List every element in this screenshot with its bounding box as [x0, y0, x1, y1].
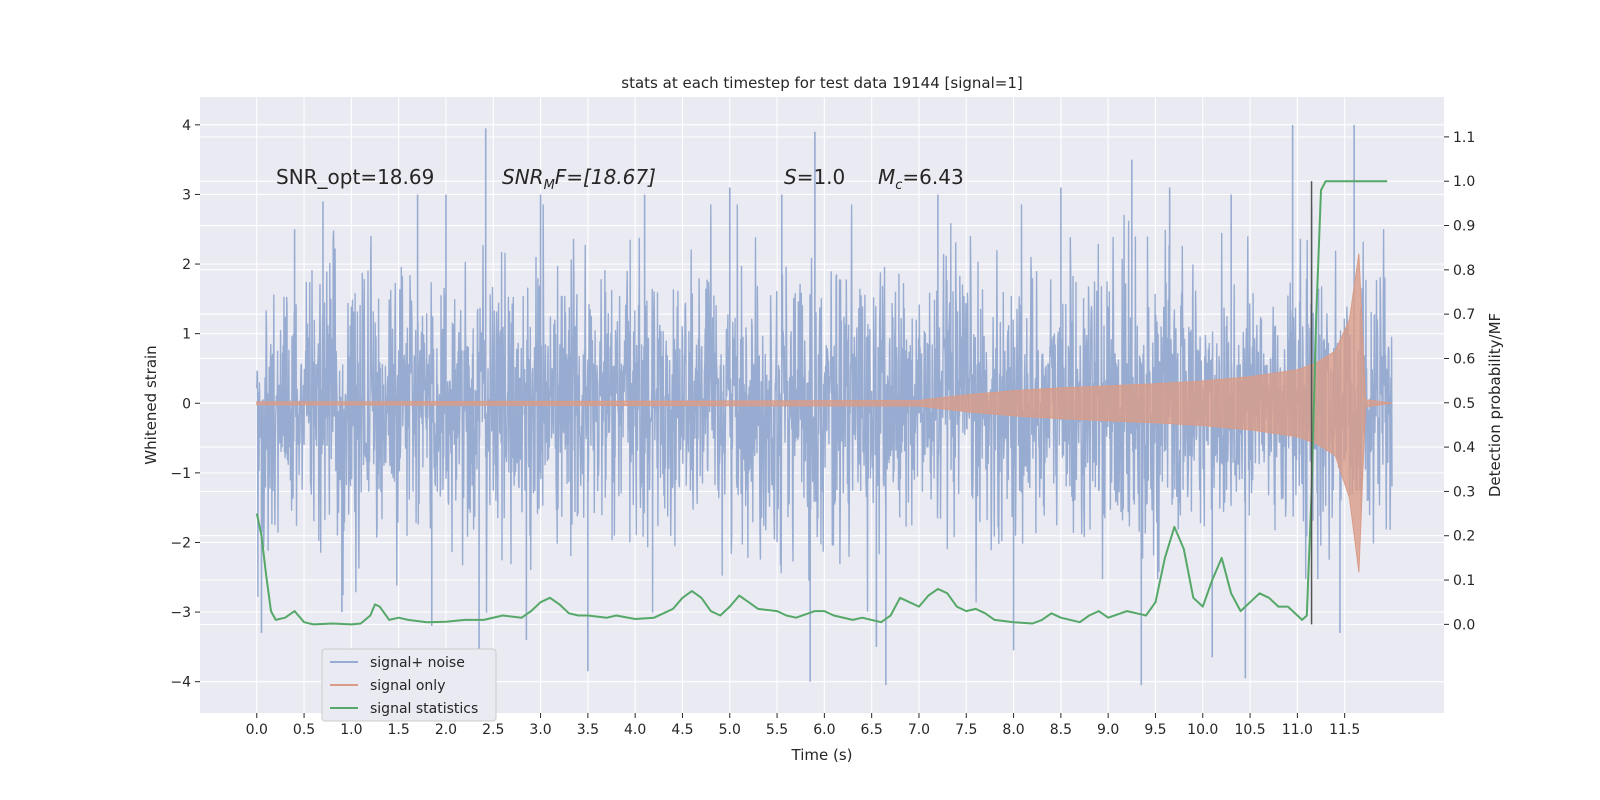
- x-tick-label: 0.5: [293, 722, 315, 738]
- annotation-mc: Mc=6.43: [878, 165, 964, 193]
- x-tick-label: 3.0: [529, 722, 551, 738]
- x-tick-label: 11.5: [1329, 722, 1360, 738]
- x-tick-label: 8.0: [1002, 722, 1024, 738]
- x-tick-label: 5.5: [766, 722, 788, 738]
- s-name: S: [784, 165, 797, 189]
- right-y-tick-label: 1.1: [1453, 130, 1475, 146]
- right-y-tick-label: 0.8: [1453, 263, 1475, 279]
- x-tick-label: 7.0: [908, 722, 930, 738]
- snr-mf-name: SNR: [502, 165, 544, 189]
- left-y-tick-label: 2: [182, 257, 191, 273]
- left-y-axis-ticks: 4 3 2 1 0 −1 −2 −3 −4: [170, 118, 200, 691]
- signal-only-series: [256, 253, 1393, 573]
- x-tick-label: 7.5: [955, 722, 977, 738]
- right-y-tick-label: 0.6: [1453, 351, 1475, 367]
- chart-title: stats at each timestep for test data 191…: [621, 74, 1022, 92]
- legend-box: [321, 648, 497, 722]
- left-y-tick-label: −2: [170, 535, 191, 551]
- right-y-tick-label: 0.9: [1453, 219, 1475, 235]
- right-y-tick-label: 0.0: [1453, 617, 1475, 633]
- x-tick-label: 0.0: [246, 722, 268, 738]
- legend-label-signal-only: signal only: [370, 678, 445, 694]
- right-y-tick-label: 0.7: [1453, 307, 1475, 323]
- x-tick-label: 4.0: [624, 722, 646, 738]
- x-tick-label: 10.0: [1187, 722, 1218, 738]
- mc-name: M: [878, 165, 895, 189]
- mc-value: =6.43: [902, 165, 963, 189]
- left-y-tick-label: −4: [170, 675, 191, 691]
- right-y-axis-ticks: 1.1 1.0 0.9 0.8 0.7 0.6 0.5 0.4 0.3 0.2 0.1 0.0: [1444, 130, 1475, 633]
- left-y-tick-label: 0: [182, 396, 191, 412]
- annotation-s: S=1.0: [784, 165, 845, 189]
- left-y-tick-label: 1: [182, 327, 191, 343]
- left-y-tick-label: 4: [182, 118, 191, 134]
- right-y-axis-label: Detection probability/MF: [1486, 313, 1504, 497]
- right-y-tick-label: 0.2: [1453, 529, 1475, 545]
- signal-statistics-series: [255, 180, 1388, 626]
- x-tick-label: 3.5: [577, 722, 599, 738]
- left-y-axis-label: Whitened strain: [142, 345, 160, 464]
- right-y-tick-label: 0.4: [1453, 440, 1475, 456]
- legend-label-statistics: signal statistics: [370, 701, 478, 717]
- annotation-snr-opt: SNR_opt=18.69: [276, 165, 434, 189]
- legend-label-signal-noise: signal+ noise: [370, 655, 465, 671]
- x-axis-ticks: 0.0 0.5 1.0 1.5 2.0 2.5 3.0 3.5 4.0 4.5 5.0 5.5 6.0 6…: [246, 713, 1360, 738]
- mc-subscript: c: [895, 178, 902, 193]
- x-tick-label: 1.0: [340, 722, 362, 738]
- signal-only-envelope: [256, 253, 1393, 573]
- x-tick-label: 6.5: [861, 722, 883, 738]
- x-tick-label: 5.0: [719, 722, 741, 738]
- x-tick-label: 11.0: [1282, 722, 1313, 738]
- x-tick-label: 8.5: [1050, 722, 1072, 738]
- left-y-tick-label: −1: [170, 466, 191, 482]
- signal-noise-series: [256, 124, 1393, 686]
- signal-statistics-line: [255, 180, 1388, 626]
- x-tick-label: 9.5: [1144, 722, 1166, 738]
- right-y-tick-label: 0.3: [1453, 484, 1475, 500]
- right-y-tick-label: 1.0: [1453, 174, 1475, 190]
- x-tick-label: 4.5: [671, 722, 693, 738]
- x-tick-label: 2.5: [482, 722, 504, 738]
- x-tick-label: 6.0: [813, 722, 835, 738]
- left-y-tick-label: 3: [182, 187, 191, 203]
- annotation-snr-mf: SNRMF=[18.67]: [502, 165, 656, 193]
- right-y-tick-label: 0.1: [1453, 573, 1475, 589]
- x-tick-label: 2.0: [435, 722, 457, 738]
- snr-mf-value: F=[18.67]: [555, 165, 656, 189]
- x-tick-label: 10.5: [1234, 722, 1265, 738]
- left-y-tick-label: −3: [170, 605, 191, 621]
- legend: signal+ noise signal only signal statist…: [321, 648, 497, 722]
- right-y-tick-label: 0.5: [1453, 396, 1475, 412]
- x-tick-label: 1.5: [388, 722, 410, 738]
- s-value: =1.0: [797, 165, 846, 189]
- snr-mf-subscript: M: [544, 178, 555, 193]
- x-tick-label: 9.0: [1097, 722, 1119, 738]
- x-axis-label: Time (s): [791, 746, 853, 764]
